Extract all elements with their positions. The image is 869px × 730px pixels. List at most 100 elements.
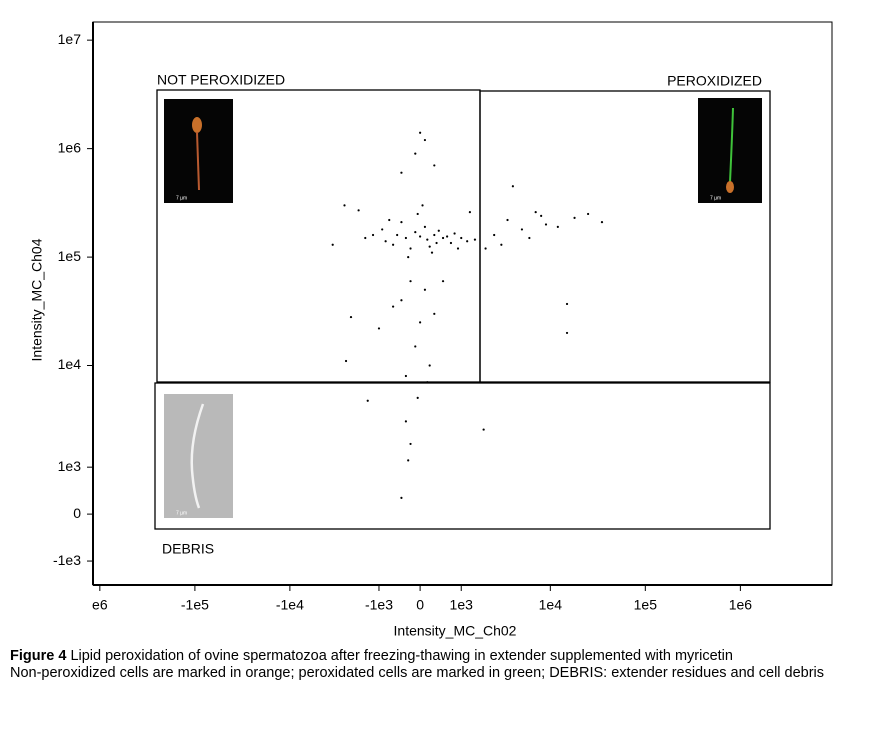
x-tick-label: 1e5 [634, 597, 658, 613]
point [388, 218, 391, 222]
point [482, 428, 485, 431]
point [468, 210, 471, 214]
point [409, 280, 412, 283]
point [407, 459, 410, 462]
point [414, 345, 417, 348]
point [384, 240, 387, 243]
cell-tail [190, 403, 205, 509]
gate-peroxidized [479, 90, 771, 383]
point [446, 235, 449, 238]
point [528, 236, 531, 240]
point [441, 280, 445, 283]
point [364, 236, 367, 240]
point [392, 305, 395, 308]
point [437, 229, 440, 232]
point [586, 212, 590, 216]
point [400, 171, 403, 174]
point [381, 228, 384, 231]
point [409, 442, 412, 446]
x-tick-label: 1e3 [450, 597, 474, 613]
point [540, 214, 543, 217]
point [544, 223, 548, 226]
point [400, 221, 403, 224]
point [392, 243, 395, 246]
point [441, 236, 445, 240]
point [409, 247, 412, 250]
point [506, 218, 509, 222]
x-tick-label: 1e6 [729, 597, 753, 613]
point [423, 288, 427, 291]
gate-label: PEROXIDIZED [667, 73, 762, 89]
point [349, 315, 353, 319]
scale-label: 7 µm [176, 510, 187, 516]
point [400, 299, 403, 302]
y-tick-label: 1e4 [58, 356, 82, 372]
y-tick-label: 0 [73, 505, 81, 521]
point [377, 327, 381, 330]
gate-label: NOT PEROXIDIZED [157, 72, 285, 88]
point [456, 247, 460, 250]
caption-note: Non-peroxidized cells are marked in oran… [10, 665, 825, 681]
point [419, 321, 422, 324]
y-axis-label: Intensity_MC_Ch04 [29, 238, 45, 361]
point [357, 209, 360, 212]
point [414, 231, 417, 234]
inset-gray: 7 µm [164, 394, 233, 518]
point [430, 251, 434, 254]
point [421, 204, 424, 207]
point [573, 216, 576, 219]
x-tick-label: e6 [92, 597, 108, 613]
inset-green: 7 µm [698, 98, 762, 203]
caption-text: Lipid peroxidation of ovine spermatozoa … [70, 648, 733, 664]
y-tick-label: 1e7 [58, 31, 82, 47]
point [435, 241, 438, 245]
point [426, 238, 429, 241]
caption-label: Figure 4 [10, 648, 67, 664]
point [426, 381, 429, 384]
point [565, 331, 569, 335]
scale-label: 7 µm [710, 195, 721, 201]
cell-head [192, 117, 202, 133]
x-tick-label: -1e3 [365, 597, 393, 613]
gate-debris [154, 382, 771, 530]
point [556, 225, 559, 228]
point [404, 236, 408, 240]
point [433, 312, 436, 315]
point [520, 228, 524, 231]
scale-label: 7 µm [176, 195, 187, 201]
point [404, 374, 408, 378]
cell-head [726, 181, 734, 193]
inset-orange: 7 µm [164, 99, 233, 203]
x-tick-label: 0 [416, 597, 424, 613]
point [484, 247, 487, 250]
point [428, 245, 431, 248]
point [600, 221, 604, 224]
point [423, 138, 427, 142]
x-axis-label: Intensity_MC_Ch02 [394, 623, 517, 639]
point [400, 496, 403, 500]
inset-image [164, 394, 233, 518]
x-tick-label: 1e4 [539, 597, 563, 613]
point [433, 233, 436, 237]
cell-tail [729, 107, 734, 183]
point [416, 212, 419, 216]
point [460, 236, 463, 240]
point [449, 241, 453, 245]
point [423, 225, 427, 228]
point [414, 152, 417, 155]
y-tick-label: -1e3 [53, 552, 81, 568]
point [366, 399, 369, 402]
point [419, 235, 422, 238]
point [344, 359, 348, 363]
gates [154, 89, 771, 530]
cell-tail [196, 131, 200, 191]
point [453, 232, 456, 235]
point [511, 185, 514, 188]
point [534, 210, 537, 214]
point [433, 164, 436, 167]
point [331, 243, 334, 246]
point [500, 243, 503, 246]
point [343, 204, 346, 207]
y-tick-label: 1e6 [58, 139, 82, 155]
